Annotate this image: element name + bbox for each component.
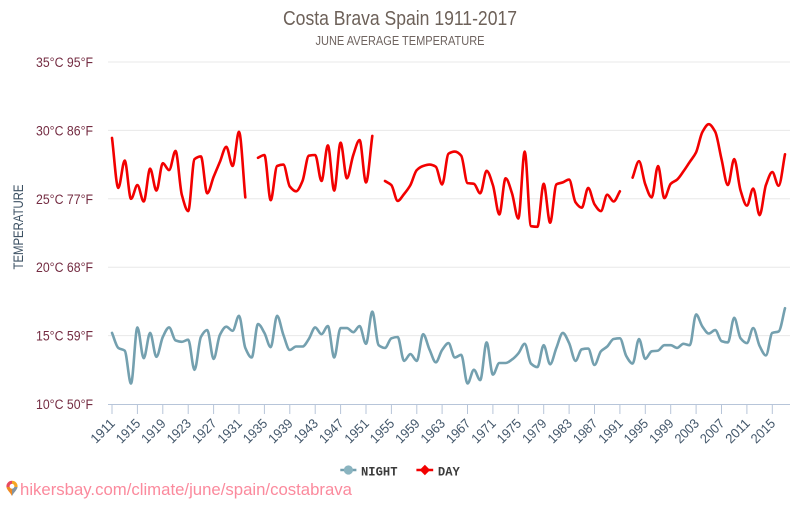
svg-text:DAY: DAY [438, 465, 460, 480]
svg-text:30°C 86°F: 30°C 86°F [36, 123, 93, 138]
svg-text:10°C 50°F: 10°C 50°F [36, 397, 93, 412]
svg-text:TEMPERATURE: TEMPERATURE [11, 185, 26, 270]
svg-text:Costa Brava Spain 1911-2017: Costa Brava Spain 1911-2017 [283, 7, 517, 30]
svg-text:25°C 77°F: 25°C 77°F [36, 192, 93, 207]
svg-text:35°C 95°F: 35°C 95°F [36, 55, 93, 70]
svg-text:20°C 68°F: 20°C 68°F [36, 260, 93, 275]
svg-text:15°C 59°F: 15°C 59°F [36, 329, 93, 344]
svg-text:JUNE AVERAGE TEMPERATURE: JUNE AVERAGE TEMPERATURE [316, 33, 485, 48]
svg-text:hikersbay.com/climate/june/spa: hikersbay.com/climate/june/spain/costabr… [20, 481, 353, 499]
svg-text:NIGHT: NIGHT [361, 465, 398, 480]
